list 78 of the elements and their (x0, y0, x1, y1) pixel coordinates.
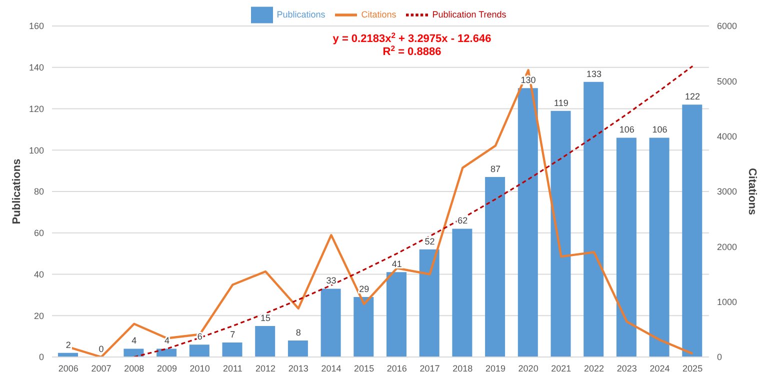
bar (189, 344, 210, 357)
x-tick-label: 2018 (452, 363, 473, 374)
x-tick-label: 2013 (288, 363, 308, 374)
bar (584, 82, 604, 357)
data-label: 0 (98, 344, 104, 354)
data-label: 2 (66, 340, 71, 350)
legend-label: Publication Trends (432, 9, 506, 20)
x-tick-label: 2016 (386, 363, 407, 374)
data-label: 106 (652, 124, 668, 135)
bar (288, 340, 308, 357)
y2-tick-label: 6000 (717, 21, 738, 32)
bar (452, 228, 472, 357)
annotation: R$^{2}$ = 0.8886 (382, 44, 442, 58)
data-label: 87 (490, 164, 500, 174)
bar (616, 138, 636, 357)
y-tick-label: 40 (34, 269, 44, 280)
bar (485, 177, 506, 357)
x-tick-label: 2009 (156, 363, 177, 374)
legend-label: Citations (361, 9, 396, 20)
bar (255, 326, 276, 357)
x-tick-label: 2019 (485, 363, 506, 374)
x-tick-label: 2011 (222, 363, 242, 374)
bar (222, 342, 242, 357)
bar (156, 348, 177, 357)
data-label: 7 (230, 330, 236, 340)
y-tick-label: 100 (28, 145, 44, 156)
y-tick-label: 20 (34, 310, 44, 321)
data-label: 4 (132, 336, 137, 346)
bar (550, 110, 571, 357)
y-tick-label: 60 (34, 228, 44, 238)
data-label: 133 (586, 68, 602, 79)
data-label: 15 (260, 312, 271, 323)
data-label: 41 (392, 259, 402, 270)
y-tick-label: 140 (28, 62, 44, 73)
y-tick-label: 120 (28, 104, 44, 114)
y-tick-label: 80 (34, 186, 44, 197)
data-label: 33 (326, 276, 336, 286)
y2-tick-label: 5000 (717, 76, 738, 86)
y-axis-title: Publications (10, 158, 23, 224)
data-label: 119 (554, 98, 568, 108)
x-tick-label: 2025 (682, 363, 703, 374)
x-tick-label: 2007 (91, 363, 112, 374)
data-label: 106 (619, 124, 634, 135)
x-tick-label: 2020 (518, 363, 538, 374)
x-tick-label: 2021 (551, 363, 572, 374)
data-label: 52 (424, 236, 435, 246)
x-tick-label: 2006 (58, 363, 78, 374)
x-tick-label: 2022 (584, 363, 604, 374)
y2-tick-label: 0 (717, 352, 722, 362)
bar (320, 288, 341, 357)
bar (386, 272, 406, 357)
legend-label: Publications (276, 9, 326, 20)
data-label: 122 (685, 92, 700, 102)
data-label: 29 (359, 284, 370, 294)
x-tick-label: 2014 (321, 363, 342, 374)
y2-tick-label: 2000 (717, 242, 738, 252)
y2-tick-label: 3000 (717, 186, 738, 197)
x-tick-label: 2008 (124, 363, 144, 374)
bar (649, 138, 670, 357)
y-tick-label: 160 (28, 21, 44, 32)
x-tick-label: 2015 (354, 363, 374, 374)
data-label: 8 (296, 327, 301, 338)
annotation: y = 0.2183x$^{2}$ + 3.2975x - 12.646 (332, 30, 492, 45)
bar (124, 348, 144, 357)
bar (682, 104, 702, 357)
y2-tick-label: 4000 (717, 132, 738, 142)
y2-tick-label: 1000 (717, 297, 738, 308)
x-tick-label: 2023 (616, 363, 637, 374)
bar (518, 88, 538, 357)
x-tick-label: 2010 (190, 363, 210, 374)
bar (354, 297, 374, 357)
bar (419, 249, 440, 357)
x-tick-label: 2012 (256, 363, 276, 374)
y-tick-label: 0 (38, 352, 44, 362)
y2-axis-title: Citations (746, 168, 758, 216)
x-tick-label: 2017 (420, 363, 440, 374)
x-tick-label: 2024 (650, 363, 670, 374)
data-label: 62 (458, 216, 468, 226)
